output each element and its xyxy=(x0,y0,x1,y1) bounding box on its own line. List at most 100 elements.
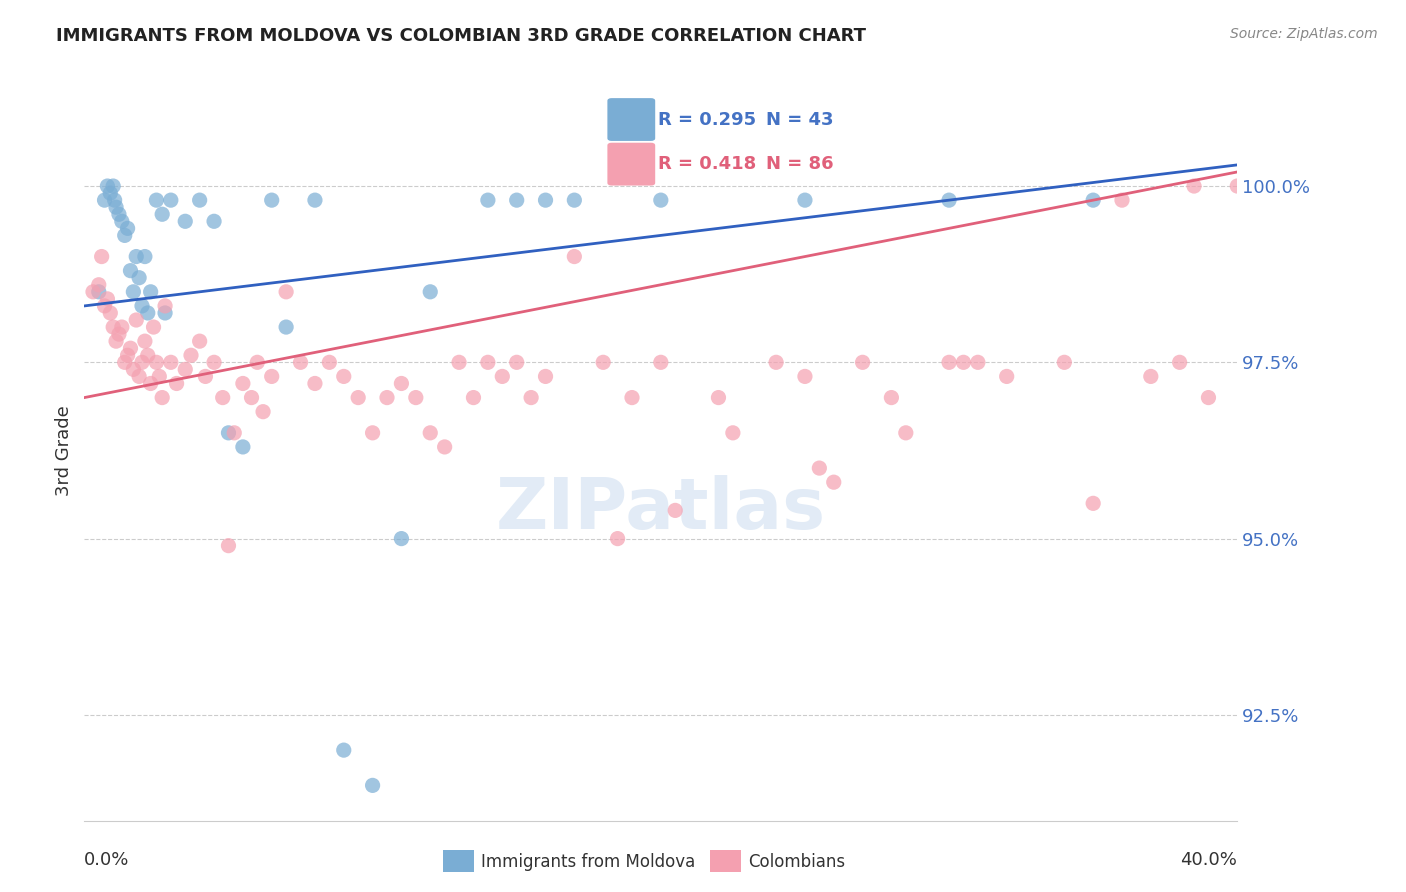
Point xyxy=(564,193,586,207)
Point xyxy=(894,425,917,440)
Point xyxy=(96,292,118,306)
Point xyxy=(104,193,127,207)
Text: Immigrants from Moldova: Immigrants from Moldova xyxy=(481,853,695,871)
Point xyxy=(145,193,167,207)
Point xyxy=(128,369,150,384)
Point xyxy=(276,320,298,334)
Point xyxy=(361,425,384,440)
Point xyxy=(82,285,104,299)
Point xyxy=(125,313,148,327)
Point xyxy=(153,306,176,320)
Point xyxy=(166,376,188,391)
Point xyxy=(1182,179,1205,194)
Point xyxy=(232,440,254,454)
Point xyxy=(153,299,176,313)
Text: Colombians: Colombians xyxy=(748,853,845,871)
Point xyxy=(419,425,441,440)
Point xyxy=(125,250,148,264)
Point xyxy=(391,532,413,546)
Point xyxy=(650,355,672,369)
Text: ZIPatlas: ZIPatlas xyxy=(496,475,825,544)
Point xyxy=(105,334,128,348)
Text: R = 0.295: R = 0.295 xyxy=(658,111,756,128)
Point xyxy=(290,355,312,369)
Point xyxy=(1083,496,1105,510)
Point xyxy=(145,355,167,369)
Point xyxy=(117,221,139,235)
Point xyxy=(1168,355,1191,369)
Point xyxy=(134,250,156,264)
Point xyxy=(938,355,960,369)
Point xyxy=(122,285,145,299)
Point xyxy=(794,193,817,207)
Point xyxy=(188,334,211,348)
Point xyxy=(621,391,644,405)
Point xyxy=(136,306,159,320)
Point xyxy=(405,391,427,405)
Point xyxy=(218,425,240,440)
Point xyxy=(90,250,112,264)
Text: 0.0%: 0.0% xyxy=(84,851,129,869)
Point xyxy=(995,369,1018,384)
Point xyxy=(347,391,370,405)
Text: IMMIGRANTS FROM MOLDOVA VS COLOMBIAN 3RD GRADE CORRELATION CHART: IMMIGRANTS FROM MOLDOVA VS COLOMBIAN 3RD… xyxy=(56,27,866,45)
Point xyxy=(188,193,211,207)
Point xyxy=(304,376,326,391)
Point xyxy=(534,193,557,207)
Point xyxy=(304,193,326,207)
Point xyxy=(606,532,628,546)
Point xyxy=(150,207,173,221)
Point xyxy=(87,285,110,299)
Point xyxy=(114,228,136,243)
Point xyxy=(194,369,217,384)
Point xyxy=(180,348,202,362)
Point xyxy=(218,539,240,553)
Point xyxy=(477,193,499,207)
Text: 40.0%: 40.0% xyxy=(1181,851,1237,869)
Point xyxy=(477,355,499,369)
Point xyxy=(111,320,134,334)
Point xyxy=(823,475,845,490)
Text: N = 86: N = 86 xyxy=(766,155,834,173)
Point xyxy=(506,355,529,369)
Point xyxy=(650,193,672,207)
Point xyxy=(128,270,150,285)
Point xyxy=(808,461,831,475)
Point xyxy=(174,214,197,228)
Point xyxy=(122,362,145,376)
Point xyxy=(134,334,156,348)
Point xyxy=(131,299,153,313)
Point xyxy=(105,200,128,214)
Point xyxy=(318,355,340,369)
Point xyxy=(142,320,165,334)
Point xyxy=(93,193,115,207)
Point xyxy=(506,193,529,207)
Point xyxy=(721,425,744,440)
Point xyxy=(87,277,110,292)
Point xyxy=(202,355,225,369)
Text: Source: ZipAtlas.com: Source: ZipAtlas.com xyxy=(1230,27,1378,41)
Point xyxy=(1111,193,1133,207)
Point xyxy=(120,263,142,277)
Point xyxy=(1226,179,1249,194)
Point xyxy=(463,391,485,405)
Point xyxy=(1198,391,1220,405)
Point xyxy=(391,376,413,391)
Point xyxy=(114,355,136,369)
Point xyxy=(136,348,159,362)
Point xyxy=(765,355,787,369)
Point xyxy=(520,391,543,405)
Point xyxy=(131,355,153,369)
Point xyxy=(240,391,263,405)
Point xyxy=(148,369,170,384)
Point xyxy=(103,320,124,334)
Point xyxy=(246,355,269,369)
Point xyxy=(664,503,686,517)
Point xyxy=(139,376,162,391)
Point xyxy=(224,425,246,440)
Point xyxy=(361,778,384,792)
Point xyxy=(98,306,121,320)
Point xyxy=(232,376,254,391)
Point xyxy=(333,743,356,757)
Point xyxy=(160,355,183,369)
